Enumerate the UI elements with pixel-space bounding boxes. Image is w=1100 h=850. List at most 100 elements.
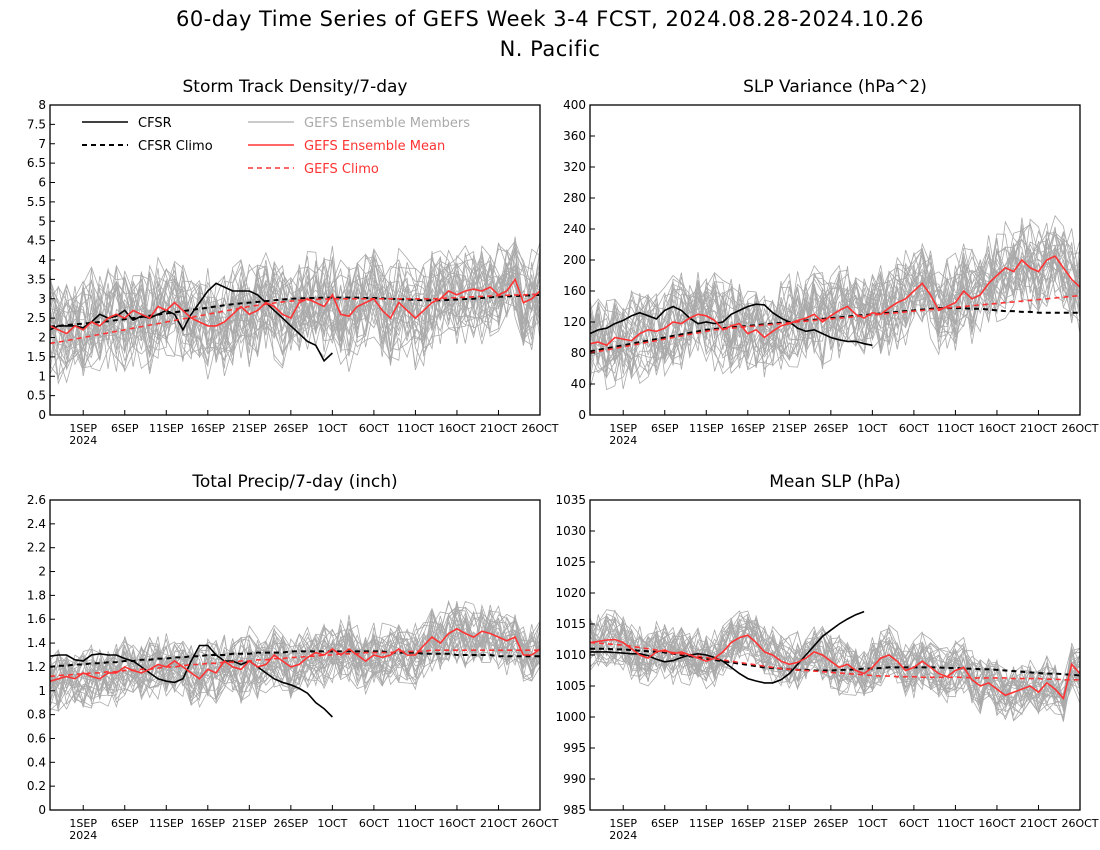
- x-year-label: 2024: [609, 829, 637, 842]
- y-tick-label: 6: [38, 176, 46, 190]
- y-tick-label: 1.6: [27, 612, 46, 626]
- x-tick-label: 6OCT: [359, 817, 389, 830]
- series-line-cfsr: [590, 303, 873, 347]
- series-line-gefs-mean: [50, 277, 540, 335]
- y-tick-label: 0.8: [27, 708, 46, 722]
- y-tick-label: 4: [38, 253, 46, 267]
- y-tick-label: 1.8: [27, 588, 46, 602]
- y-tick-label: 2.6: [27, 493, 46, 507]
- ensemble-member-line: [50, 262, 540, 367]
- ensemble-member-line: [590, 227, 1080, 368]
- series-line-cfsr-climo: [50, 293, 540, 328]
- x-tick-label: 16SEP: [731, 817, 766, 830]
- x-tick-label: 11SEP: [689, 817, 724, 830]
- x-tick-label: 16OCT: [978, 422, 1015, 435]
- x-tick-label: 11OCT: [937, 817, 974, 830]
- y-tick-label: 3.5: [27, 272, 46, 286]
- ensemble-member-line: [50, 251, 540, 361]
- x-tick-label: 21SEP: [772, 817, 807, 830]
- x-tick-label: 1SEP: [69, 422, 97, 435]
- ensemble-member-line: [50, 604, 540, 700]
- x-tick-label: 11OCT: [937, 422, 974, 435]
- y-tick-label: 0.6: [27, 731, 46, 745]
- x-tick-label: 6SEP: [111, 817, 139, 830]
- panel-title: SLP Variance (hPa^2): [743, 77, 927, 97]
- x-tick-label: 1SEP: [609, 817, 637, 830]
- series-line-cfsr: [590, 610, 865, 684]
- x-tick-label: 21OCT: [480, 422, 517, 435]
- series-line-cfsr: [50, 644, 333, 718]
- ensemble-member-line: [590, 224, 1080, 366]
- y-tick-label: 3: [38, 292, 46, 306]
- x-tick-label: 1OCT: [317, 422, 347, 435]
- legend-members-label: GEFS Ensemble Members: [304, 116, 470, 131]
- y-tick-label: 1010: [555, 648, 586, 662]
- x-tick-label: 6SEP: [111, 422, 139, 435]
- plot-area: [590, 214, 1080, 391]
- y-tick-label: 120: [563, 315, 586, 329]
- y-tick-label: 360: [563, 129, 586, 143]
- ensemble-member-line: [590, 609, 1080, 703]
- y-tick-label: 2.4: [27, 517, 46, 531]
- y-tick-label: 0.4: [27, 755, 46, 769]
- x-tick-label: 1OCT: [857, 422, 887, 435]
- y-tick-label: 985: [563, 803, 586, 817]
- x-tick-label: 26SEP: [274, 422, 309, 435]
- y-tick-label: 1: [38, 369, 46, 383]
- y-tick-label: 6.5: [27, 156, 46, 170]
- panel-title: Mean SLP (hPa): [769, 472, 901, 492]
- y-tick-label: 2: [38, 565, 46, 579]
- y-tick-label: 1035: [555, 493, 586, 507]
- x-tick-label: 21OCT: [1020, 422, 1057, 435]
- x-tick-label: 21SEP: [232, 817, 267, 830]
- x-tick-label: 21SEP: [772, 422, 807, 435]
- series-line-gefs-climo: [590, 294, 1080, 354]
- y-tick-label: 7: [38, 137, 46, 151]
- y-tick-label: 0: [38, 803, 46, 817]
- ensemble-member-line: [590, 617, 1080, 708]
- panel-storm-track-density: Storm Track Density/7-day 0 0.5 1 1.5 2 2.5 3 3.…: [27, 77, 559, 447]
- ensemble-member-line: [590, 619, 1080, 703]
- plot-frame: [49, 499, 541, 811]
- series-line-gefs-climo: [50, 293, 540, 345]
- legend-gefs-mean-label: GEFS Ensemble Mean: [304, 139, 445, 154]
- legend-cfsr-climo-label: CFSR Climo: [138, 139, 213, 154]
- x-tick-label: 1SEP: [609, 422, 637, 435]
- panel-slp-variance: SLP Variance (hPa^2) 0 40 80 120 160 200 240 280…: [563, 77, 1099, 447]
- x-tick-label: 1OCT: [857, 817, 887, 830]
- y-tick-label: 320: [563, 160, 586, 174]
- ensemble-member-line: [50, 606, 540, 698]
- x-tick-label: 26OCT: [1061, 422, 1098, 435]
- x-year-label: 2024: [69, 434, 97, 447]
- y-tick-label: 5: [38, 214, 46, 228]
- y-tick-label: 200: [563, 253, 586, 267]
- y-tick-label: 280: [563, 191, 586, 205]
- panel-total-precip: Total Precip/7-day (inch) 0 0.2 0.4 0.6 0.8 1 1…: [27, 472, 559, 842]
- x-tick-label: 26SEP: [814, 817, 849, 830]
- x-year-label: 2024: [609, 434, 637, 447]
- series-line-gefs-mean: [590, 255, 1080, 347]
- y-tick-label: 2.2: [27, 541, 46, 555]
- x-tick-label: 16OCT: [438, 817, 475, 830]
- ensemble-member-line: [50, 249, 540, 369]
- y-tick-label: 1030: [555, 524, 586, 538]
- x-tick-label: 1SEP: [69, 817, 97, 830]
- series-line-gefs-climo: [50, 649, 540, 678]
- x-tick-label: 26OCT: [521, 422, 558, 435]
- ensemble-member-line: [50, 250, 540, 380]
- figure-title: 60-day Time Series of GEFS Week 3-4 FCST…: [176, 7, 924, 31]
- ensemble-member-line: [50, 255, 540, 366]
- y-tick-label: 1.5: [27, 350, 46, 364]
- ensemble-member-line: [590, 220, 1080, 363]
- y-tick-label: 1: [38, 684, 46, 698]
- y-tick-label: 40: [571, 377, 586, 391]
- y-tick-label: 1020: [555, 586, 586, 600]
- panel-title: Total Precip/7-day (inch): [191, 472, 397, 492]
- y-tick-label: 0.2: [27, 779, 46, 793]
- series-line-cfsr: [50, 282, 333, 363]
- ensemble-member-line: [50, 258, 540, 372]
- ensemble-member-line: [50, 256, 540, 370]
- plot-area: [590, 609, 1080, 722]
- x-tick-label: 16OCT: [978, 817, 1015, 830]
